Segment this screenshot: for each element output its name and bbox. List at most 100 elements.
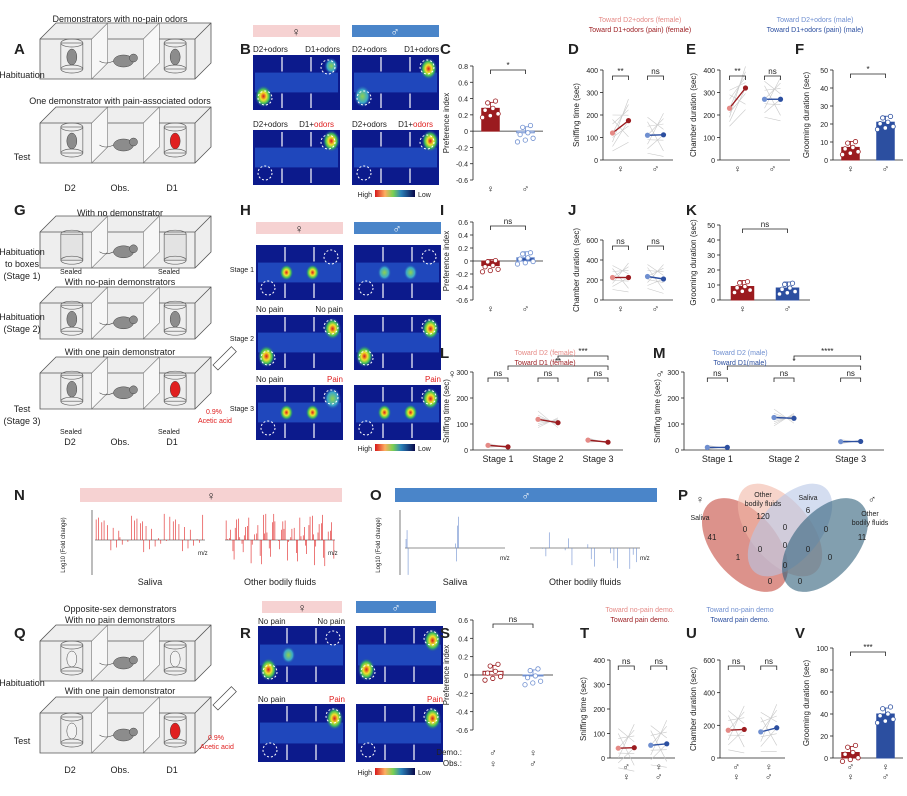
data-point xyxy=(851,750,855,754)
heatmap-corridor xyxy=(356,263,439,283)
label: ♀ xyxy=(295,222,304,236)
label: Saliva xyxy=(798,495,817,502)
data-point xyxy=(883,719,887,723)
label: Toward D1+odors (pain) (female) xyxy=(589,27,692,34)
y-tick-label: -0.4 xyxy=(456,162,468,169)
panel-letter-H: H xyxy=(240,202,251,219)
y-tick-label: 0 xyxy=(464,259,468,266)
sig-bracket xyxy=(491,70,526,74)
data-point xyxy=(523,683,527,687)
label: Preference index xyxy=(442,645,451,705)
data-point xyxy=(496,267,500,271)
label: Stage 1 xyxy=(230,267,254,274)
data-point xyxy=(528,123,532,127)
mean-point-Toward no-pain demo. xyxy=(726,728,731,733)
subject-line xyxy=(618,736,634,738)
data-point xyxy=(488,664,492,668)
label: 6 xyxy=(806,506,811,515)
data-point xyxy=(486,101,490,105)
box-Q-habituation xyxy=(40,625,211,681)
pain-mouse xyxy=(170,723,180,739)
label: ♂ xyxy=(882,164,890,175)
label: D2+odors xyxy=(253,120,288,129)
label: Toward no-pain demo. xyxy=(605,607,674,614)
y-tick-label: 10 xyxy=(707,283,715,290)
data-point xyxy=(515,140,519,144)
label: Obs. xyxy=(110,437,129,447)
y-tick-label: 80 xyxy=(820,668,828,675)
label: Stage 3 xyxy=(230,406,254,413)
mean-point-D1 xyxy=(605,440,610,445)
label: D2 xyxy=(64,765,76,775)
y-tick-label: -0.6 xyxy=(456,178,468,185)
mean-point-Toward no-pain demo. xyxy=(616,746,621,751)
panel-letter-F: F xyxy=(795,41,804,58)
label: m/z xyxy=(198,551,208,557)
sig-bracket xyxy=(743,229,788,233)
label: D2+odors xyxy=(352,45,387,54)
y-tick-label: 0 xyxy=(464,673,468,680)
data-point xyxy=(846,745,850,749)
label: Stage 2 xyxy=(230,336,254,343)
mean-point-D2 xyxy=(535,417,540,422)
data-point xyxy=(793,289,797,293)
label: ns xyxy=(768,67,776,76)
mean-point-Toward pain demo. xyxy=(742,727,747,732)
label: 0.9% xyxy=(208,735,224,742)
label: Grooming duration (sec) xyxy=(689,219,698,306)
mean-point-Toward D2+odors xyxy=(610,130,615,135)
mean-point-D1 xyxy=(725,445,730,450)
data-point xyxy=(521,125,525,129)
panel-letter-T: T xyxy=(580,625,589,642)
heatmap-R-m-hab xyxy=(356,626,443,684)
label: 41 xyxy=(708,533,717,542)
label: High xyxy=(358,446,373,453)
label: ns xyxy=(846,369,854,378)
label: Demonstrators with no-pain odors xyxy=(52,14,188,24)
label: Sealed xyxy=(158,269,180,276)
sig-bracket xyxy=(774,378,794,382)
label: No pain xyxy=(256,375,284,384)
y-tick-label: 200 xyxy=(586,278,598,285)
heatmap-hotspot xyxy=(404,404,418,421)
label: Preference index xyxy=(442,93,451,153)
subject-line xyxy=(613,266,629,274)
heatmap-hotspot xyxy=(279,404,293,421)
label: 0 xyxy=(743,525,748,534)
label: 120 xyxy=(756,512,770,521)
box-A-habituation xyxy=(40,23,211,79)
subject-line xyxy=(730,83,746,91)
sig-bracket xyxy=(538,378,558,382)
label: ns xyxy=(655,657,663,666)
y-tick-label: 30 xyxy=(707,253,715,260)
label: 0.9% xyxy=(206,409,222,416)
label: D1 xyxy=(166,765,178,775)
label: Opposite-sex demonstrators xyxy=(63,604,177,614)
label: ♀ xyxy=(487,184,495,195)
label: Sealed xyxy=(158,429,180,436)
label: ns xyxy=(594,369,602,378)
subject-line xyxy=(618,729,634,742)
label: bodily fluids xyxy=(745,501,782,508)
mean-point-Toward D1+odors (pain) xyxy=(626,118,631,123)
label: ♀ xyxy=(298,601,307,615)
label: ♂ xyxy=(522,184,530,195)
label: Toward pain demo. xyxy=(610,617,669,624)
label: Stage 3 xyxy=(582,454,613,464)
label: 1 xyxy=(736,553,741,562)
data-point xyxy=(498,674,502,678)
y-tick-label: 0.2 xyxy=(458,655,468,662)
label: Habituation xyxy=(0,70,45,80)
mean-point-D1 xyxy=(505,444,510,449)
y-tick-label: 400 xyxy=(586,68,598,75)
heatmap-R-m-test xyxy=(356,704,443,762)
label: Pain xyxy=(327,375,343,384)
data-point xyxy=(875,721,879,725)
subject-line xyxy=(765,81,781,94)
mean-point-Toward D2+odors xyxy=(727,106,732,111)
heatmap-H-f-s1 xyxy=(256,245,343,300)
data-point xyxy=(878,121,882,125)
label: Stage 1 xyxy=(702,454,733,464)
sig-bracket xyxy=(851,74,886,78)
label: ns xyxy=(494,369,502,378)
